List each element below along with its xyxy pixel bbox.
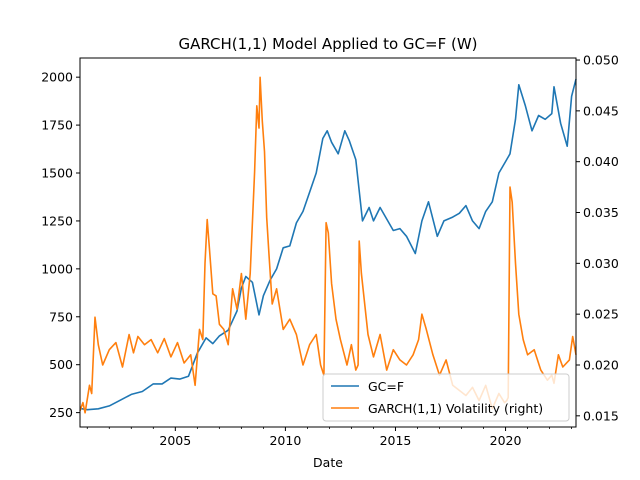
- y-right-tick-label-6: 0.045: [583, 103, 619, 118]
- y-right-tick-label-4: 0.035: [583, 205, 619, 220]
- legend-box: [322, 373, 570, 422]
- chart-title: GARCH(1,1) Model Applied to GC=F (W): [178, 35, 477, 53]
- y-tick-label-2: 750: [49, 309, 73, 324]
- x-tick-label-3: 2020: [490, 433, 522, 448]
- y-tick-label-4: 1250: [41, 213, 73, 228]
- y-tick-label-7: 2000: [41, 70, 73, 85]
- y-right-tick-label-7: 0.050: [583, 53, 619, 68]
- y-tick-label-5: 1500: [41, 166, 73, 181]
- x-axis-label: Date: [313, 455, 343, 470]
- y-right-tick-label-1: 0.020: [583, 357, 619, 372]
- y-right-tick-label-5: 0.040: [583, 154, 619, 169]
- legend-label-gc: GC=F: [368, 379, 404, 394]
- plot-frame: [79, 57, 577, 428]
- y-right-tick-label-0: 0.015: [583, 408, 619, 423]
- legend-label-garch: GARCH(1,1) Volatility (right): [368, 401, 543, 416]
- y-tick-label-3: 1000: [41, 261, 73, 276]
- y-tick-label-1: 500: [49, 357, 73, 372]
- y-right-tick-label-2: 0.025: [583, 307, 619, 322]
- legend: GC=F GARCH(1,1) Volatility (right): [322, 373, 570, 422]
- y-tick-label-0: 250: [49, 405, 73, 420]
- x-tick-label-1: 2010: [269, 433, 301, 448]
- x-tick-label-2: 2015: [380, 433, 412, 448]
- x-tick-label-0: 2005: [159, 433, 191, 448]
- y-tick-label-6: 1750: [41, 118, 73, 133]
- y-right-tick-label-3: 0.030: [583, 256, 619, 271]
- axes: 2005 2010 2015 2020 250 500 750 1000 1250 1500 175…: [41, 53, 619, 448]
